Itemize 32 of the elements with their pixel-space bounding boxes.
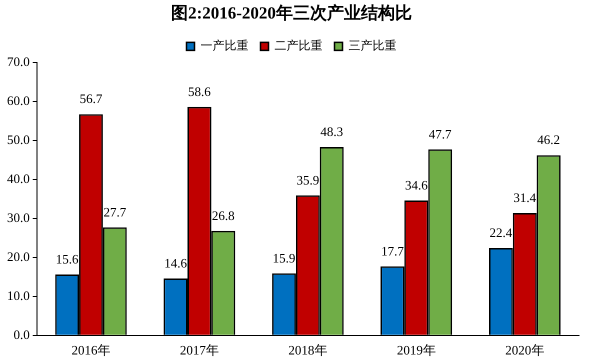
data-label: 31.4 <box>513 190 537 205</box>
legend-label: 二产比重 <box>274 38 322 53</box>
chart-title: 图2:2016-2020年三次产业结构比 <box>171 4 412 23</box>
x-tick-label: 2019年 <box>396 342 436 358</box>
y-tick-label: 40.0 <box>7 170 30 186</box>
data-label: 14.6 <box>164 255 188 270</box>
data-label: 47.7 <box>428 126 452 142</box>
x-tick-label: 2017年 <box>180 342 219 358</box>
y-tick-label: 50.0 <box>7 132 30 147</box>
data-label: 15.9 <box>272 250 296 266</box>
x-tick-label: 2020年 <box>505 342 544 358</box>
data-label: 17.7 <box>381 243 404 258</box>
data-label: 27.7 <box>103 204 127 220</box>
y-tick-label: 20.0 <box>7 248 30 264</box>
x-tick-label: 2016年 <box>71 342 110 358</box>
legend-label: 一产比重 <box>200 38 248 53</box>
data-label: 58.6 <box>188 84 212 99</box>
data-label: 48.3 <box>320 124 344 139</box>
y-tick-label: 0.0 <box>14 326 30 342</box>
y-tick-label: 30.0 <box>7 210 30 225</box>
data-label: 22.4 <box>490 224 513 240</box>
y-tick-label: 60.0 <box>7 92 30 108</box>
data-label: 26.8 <box>212 208 235 223</box>
legend-label: 三产比重 <box>348 38 396 53</box>
data-label: 35.9 <box>296 172 320 188</box>
data-label: 15.6 <box>56 251 79 266</box>
y-tick-label: 70.0 <box>7 54 30 69</box>
data-label: 46.2 <box>537 132 560 148</box>
data-label: 56.7 <box>80 91 103 106</box>
x-tick-label: 2018年 <box>288 342 328 358</box>
y-tick-label: 10.0 <box>7 288 30 303</box>
data-label: 34.6 <box>404 177 428 192</box>
